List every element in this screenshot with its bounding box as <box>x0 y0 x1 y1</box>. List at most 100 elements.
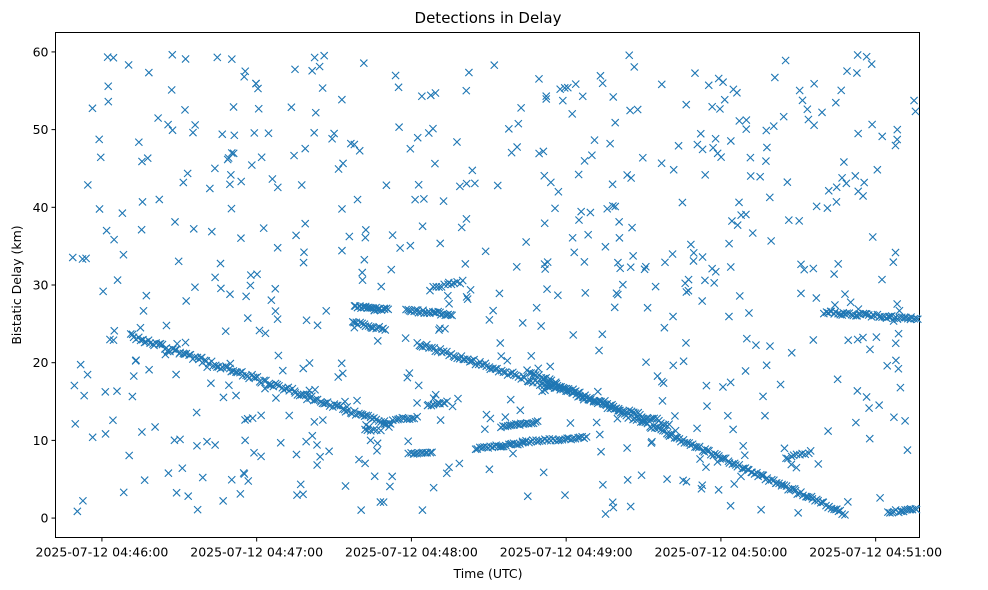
detection-marker <box>873 165 882 174</box>
detection-marker <box>225 180 234 189</box>
detection-marker <box>205 184 214 193</box>
detection-marker <box>853 386 862 395</box>
x-tick-label: 2025-07-12 04:47:00 <box>190 545 323 560</box>
detection-marker <box>366 303 375 312</box>
detection-marker <box>837 86 846 95</box>
detection-marker <box>443 291 452 300</box>
detection-marker <box>253 84 262 93</box>
detection-marker <box>311 395 320 404</box>
detection-marker <box>792 463 801 472</box>
detection-marker <box>431 89 440 97</box>
detection-marker <box>853 51 862 59</box>
detection-marker <box>609 92 618 101</box>
detection-marker <box>784 216 793 225</box>
detection-marker <box>406 144 415 153</box>
detection-marker <box>580 156 589 165</box>
detection-marker <box>714 485 723 494</box>
detection-marker <box>129 372 138 381</box>
detection-marker <box>292 231 301 240</box>
detection-marker <box>181 338 190 347</box>
detection-marker <box>692 443 701 452</box>
detection-marker <box>161 350 170 359</box>
detection-marker <box>586 208 595 217</box>
detection-marker <box>337 359 346 368</box>
detection-marker <box>230 131 239 140</box>
detection-marker <box>320 51 329 60</box>
detection-marker <box>299 364 308 373</box>
detections-series <box>68 50 922 519</box>
detection-marker <box>563 83 572 92</box>
detection-marker <box>197 353 206 362</box>
detection-marker <box>370 305 379 314</box>
detection-marker <box>623 443 632 452</box>
detection-marker <box>852 68 861 77</box>
detection-marker <box>151 422 160 431</box>
detection-marker <box>124 60 133 69</box>
detection-marker <box>595 430 604 439</box>
detection-marker <box>593 387 602 396</box>
detection-marker <box>360 320 369 329</box>
detection-marker <box>601 510 610 519</box>
detection-marker <box>426 448 435 457</box>
detection-marker <box>718 382 727 391</box>
detection-marker <box>316 452 325 461</box>
detection-marker <box>748 229 757 238</box>
detection-marker <box>514 119 523 128</box>
detection-marker <box>343 402 352 411</box>
detection-marker <box>353 396 362 405</box>
detection-marker <box>287 103 296 112</box>
detection-marker <box>751 341 760 350</box>
detection-marker <box>689 256 698 265</box>
detection-marker <box>724 312 733 321</box>
detection-marker <box>358 276 367 285</box>
detection-marker <box>653 372 662 381</box>
detection-marker <box>842 179 851 188</box>
detection-marker <box>388 472 397 481</box>
detection-marker <box>373 336 382 345</box>
detection-marker <box>302 395 311 404</box>
detection-marker <box>257 411 266 420</box>
detection-marker <box>724 457 733 466</box>
detection-marker <box>574 216 583 225</box>
detection-marker <box>224 381 233 390</box>
detection-marker <box>439 347 448 356</box>
detection-marker <box>497 352 506 361</box>
detection-marker <box>232 391 241 400</box>
detection-marker <box>739 441 748 450</box>
detection-marker <box>625 51 634 60</box>
detection-marker <box>787 460 796 469</box>
detection-marker <box>507 148 516 157</box>
detection-marker <box>468 166 477 175</box>
detection-marker <box>71 419 80 428</box>
detection-marker <box>313 395 322 404</box>
detection-marker <box>798 96 807 105</box>
detection-marker <box>361 459 370 468</box>
detection-marker <box>735 460 744 469</box>
detection-marker <box>553 291 562 300</box>
detection-marker <box>896 383 905 392</box>
detection-marker <box>435 283 444 292</box>
detection-marker <box>838 173 847 182</box>
detection-marker <box>669 312 678 321</box>
detection-marker <box>499 368 508 377</box>
detection-marker <box>313 321 322 330</box>
detection-marker <box>551 378 560 387</box>
detection-marker <box>464 68 473 77</box>
detection-marker <box>539 468 548 477</box>
detection-marker <box>88 104 97 113</box>
detection-marker <box>891 248 900 257</box>
detection-marker <box>889 413 898 422</box>
detection-marker <box>193 505 202 514</box>
detection-marker <box>101 429 110 438</box>
detection-marker <box>203 363 212 372</box>
detection-marker <box>377 282 386 291</box>
detection-marker <box>374 417 383 426</box>
detection-marker <box>105 335 114 344</box>
detection-marker <box>353 195 362 204</box>
detection-marker <box>509 439 518 448</box>
detection-marker <box>527 351 536 360</box>
detection-marker <box>501 422 510 431</box>
detection-marker <box>156 339 165 348</box>
detection-marker <box>271 284 280 293</box>
y-tick-label: 10 <box>33 433 49 448</box>
